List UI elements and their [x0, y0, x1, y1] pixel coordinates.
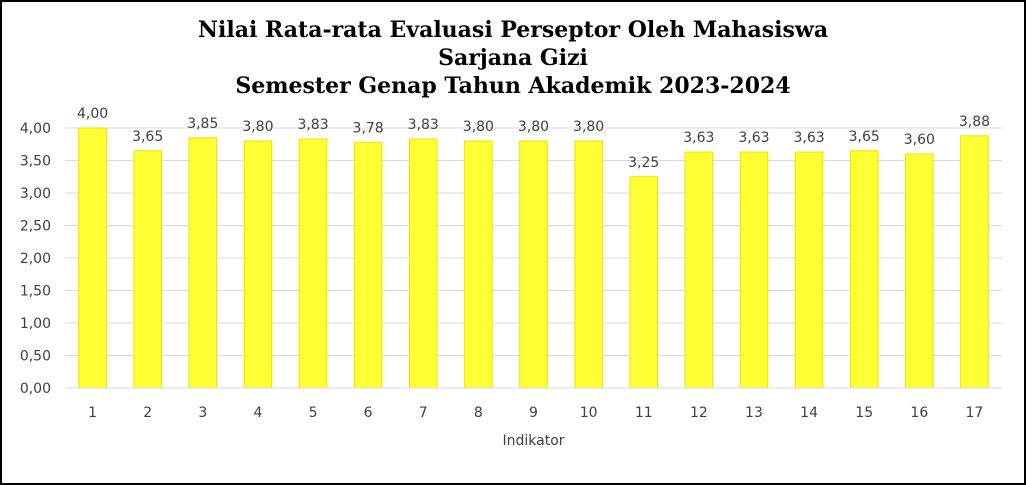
data-label: 3,60 [904, 132, 935, 148]
x-tick-label: 4 [253, 405, 262, 421]
x-tick-label: 3 [198, 405, 207, 421]
data-label: 3,83 [408, 117, 439, 133]
x-tick-label: 17 [966, 405, 984, 421]
bar [574, 140, 603, 389]
bar [408, 138, 438, 389]
data-label: 3,63 [794, 130, 825, 146]
x-tick-label: 5 [309, 405, 318, 421]
data-label: 3,65 [132, 129, 163, 145]
data-label: 3,80 [242, 119, 273, 135]
bar [960, 135, 989, 389]
data-label: 3,88 [959, 114, 990, 130]
x-tick-label: 15 [855, 405, 873, 421]
x-axis-title: Indikator [502, 433, 564, 449]
chart-title: Nilai Rata-rata Evaluasi Perseptor Oleh … [2, 16, 1024, 100]
x-tick-label: 8 [474, 405, 483, 421]
x-tick-label: 12 [690, 405, 708, 421]
x-tick-label: 2 [143, 405, 152, 421]
bar [794, 151, 824, 389]
data-label: 3,63 [683, 130, 714, 146]
y-tick-label: 3,50 [20, 154, 51, 170]
y-tick-label: 0,00 [20, 381, 51, 397]
chart-title-line-3: Semester Genap Tahun Akademik 2023-2024 [235, 73, 791, 99]
y-tick-label: 1,00 [20, 316, 51, 332]
x-tick-label: 7 [419, 405, 428, 421]
bar [464, 140, 493, 389]
x-tick-label: 11 [635, 405, 653, 421]
x-tick-label: 13 [745, 405, 763, 421]
bar [739, 151, 769, 389]
y-tick-label: 1,50 [20, 284, 51, 300]
data-label: 3,63 [738, 130, 769, 146]
x-tick-label: 1 [88, 405, 97, 421]
bars [78, 127, 989, 389]
data-label: 3,25 [628, 155, 659, 171]
x-tick-label: 16 [910, 405, 928, 421]
data-label: 3,78 [353, 120, 384, 136]
bar [188, 137, 218, 389]
bar [629, 176, 659, 389]
bar [353, 141, 383, 389]
x-tick-label: 10 [580, 405, 598, 421]
data-label: 3,80 [518, 119, 549, 135]
y-tick-label: 3,00 [20, 186, 51, 202]
x-tick-label: 6 [364, 405, 373, 421]
bar [519, 140, 548, 389]
bar [905, 153, 934, 389]
chart-title-line-1: Nilai Rata-rata Evaluasi Perseptor Oleh … [197, 17, 829, 43]
x-tick-label: 9 [529, 405, 538, 421]
y-tick-label: 0,50 [20, 349, 51, 365]
data-label: 3,65 [849, 129, 880, 145]
data-labels: 4,00 3,65 3,85 3,80 3,83 3,78 3,83 3,80 3,80 3,80… [77, 106, 990, 171]
data-label: 3,83 [297, 117, 328, 133]
data-label: 4,00 [77, 106, 108, 122]
bar [684, 151, 714, 389]
bar [133, 150, 162, 389]
y-axis-ticks: 0,00 0,50 1,00 1,50 2,00 2,50 3,00 3,50 4,00 [20, 121, 51, 397]
bar [849, 150, 879, 389]
bar [298, 138, 328, 389]
bar [78, 127, 107, 389]
y-tick-label: 2,00 [20, 251, 51, 267]
x-axis-ticks: 1 2 3 4 5 6 7 8 9 10 11 12 13 14 15 16 17 [88, 405, 983, 421]
y-tick-label: 4,00 [20, 121, 51, 137]
bar [243, 140, 273, 389]
chart-title-line-2: Sarjana Gizi [438, 45, 588, 71]
x-tick-label: 14 [800, 405, 818, 421]
data-label: 3,85 [187, 116, 218, 132]
y-tick-label: 2,50 [20, 219, 51, 235]
data-label: 3,80 [573, 119, 604, 135]
data-label: 3,80 [463, 119, 494, 135]
